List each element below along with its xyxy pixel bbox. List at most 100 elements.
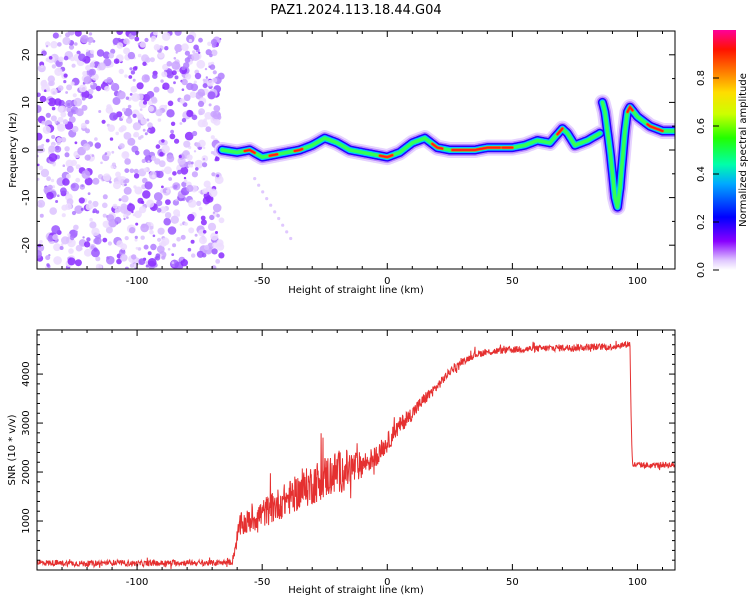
noise-speckle [92,177,100,185]
noise-speckle [207,91,216,100]
noise-speckle [193,80,197,84]
noise-speckle [121,195,129,203]
noise-speckle [52,32,60,39]
noise-speckle [164,166,172,175]
noise-speckle [67,31,75,36]
noise-speckle [62,178,70,186]
noise-speckle [184,131,194,141]
noise-speckle [183,94,191,102]
noise-speckle [261,190,265,194]
noise-speckle [142,177,148,184]
noise-speckle [85,168,88,172]
noise-speckle [116,111,123,118]
noise-speckle [143,167,148,172]
noise-speckle [167,100,174,107]
noise-speckle [105,226,113,234]
noise-speckle [153,31,158,36]
noise-speckle [212,203,222,213]
noise-speckle [172,171,177,176]
noise-speckle [150,243,157,251]
noise-speckle [50,88,58,96]
noise-speckle [216,174,220,178]
spectral-peak [431,142,444,150]
noise-speckle [103,58,112,67]
noise-speckle [195,167,199,171]
noise-speckle [184,57,191,63]
figure-title: PAZ1.2024.113.18.44.G04 [270,3,441,18]
noise-speckle [125,96,130,100]
noise-speckle [65,99,74,109]
noise-speckle [164,104,168,108]
noise-speckle [42,125,51,134]
spectral-peak [243,149,256,154]
noise-speckle [202,162,208,168]
snr-xlabel: Height of straight line (km) [288,585,424,596]
noise-speckle [78,53,86,62]
noise-speckle [91,154,95,157]
noise-speckle [202,83,208,89]
noise-speckle [107,241,112,246]
noise-speckle [37,250,42,259]
noise-speckle [94,237,102,245]
spectral-peak [378,154,394,159]
noise-speckle [194,72,202,80]
colorbar-tick-label: 0.6 [696,118,707,134]
noise-speckle [37,132,43,141]
noise-speckle [206,79,214,87]
noise-speckle [212,70,217,75]
noise-speckle [161,185,164,189]
noise-speckle [127,137,136,146]
noise-speckle [66,173,71,179]
noise-speckle [67,111,74,117]
noise-speckle [113,58,120,64]
noise-speckle [137,53,142,58]
noise-speckle [181,78,188,86]
noise-speckle [188,199,197,208]
noise-speckle [88,42,91,45]
noise-speckle [144,154,153,163]
noise-speckle [90,49,95,55]
noise-speckle [144,181,153,190]
noise-speckle [218,252,225,259]
noise-speckle [102,237,108,243]
spectrogram-ylabel: Frequency (Hz) [8,112,19,188]
noise-speckle [203,146,206,150]
noise-speckle [86,49,89,52]
noise-speckle [137,197,144,204]
noise-speckle [170,121,176,127]
noise-speckle [60,137,67,143]
noise-speckle [71,63,76,68]
noise-speckle [82,71,88,76]
noise-speckle [118,249,126,256]
noise-speckle [144,132,148,136]
noise-speckle [38,165,44,171]
noise-speckle [134,150,140,156]
noise-speckle [83,76,92,85]
noise-speckle [50,115,57,122]
noise-speckle [186,34,195,44]
noise-speckle [165,199,171,206]
noise-speckle [79,84,87,93]
colorbar-label: Normalized spectral amplitude [738,73,749,227]
noise-speckle [48,145,56,153]
noise-speckle [37,105,42,113]
noise-speckle [145,264,149,268]
noise-speckle [123,38,130,45]
noise-speckle [90,82,94,86]
spectral-peak [268,153,279,157]
noise-speckle [168,177,173,181]
noise-speckle [190,83,199,92]
noise-speckle [37,201,40,206]
noise-speckle [173,81,176,85]
noise-speckle [269,203,273,207]
noise-speckle [193,44,199,51]
noise-speckle [131,93,140,102]
noise-speckle [64,152,70,158]
noise-speckle [131,254,137,260]
noise-speckle [95,263,103,269]
noise-speckle [181,66,186,71]
noise-speckle [41,143,45,147]
noise-speckle [203,180,211,188]
noise-speckle [70,182,80,192]
noise-speckle [132,263,138,269]
